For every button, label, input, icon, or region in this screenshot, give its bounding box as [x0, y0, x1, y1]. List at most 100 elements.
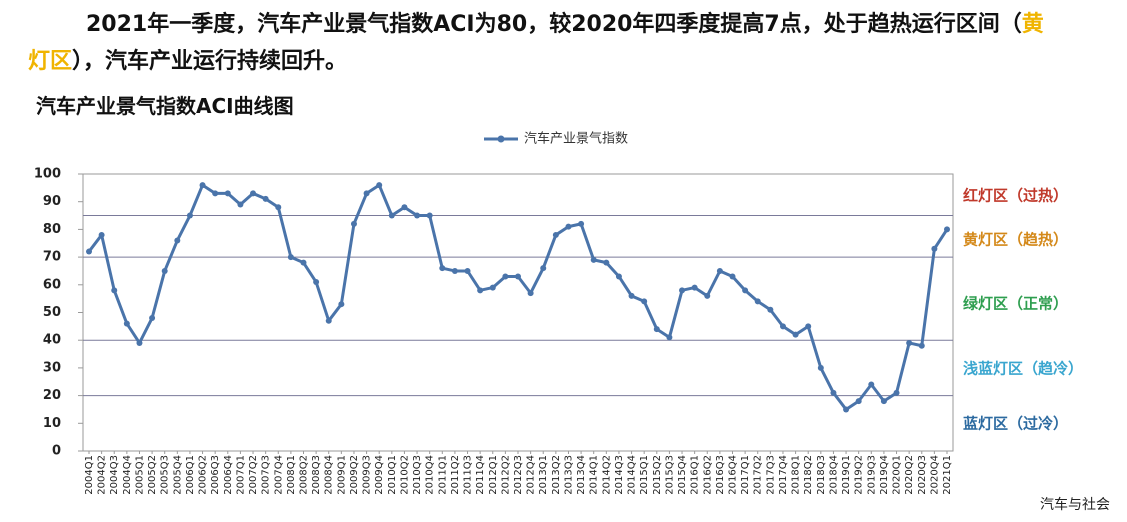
x-tick-label: 2004Q1 — [84, 455, 95, 495]
point — [262, 195, 269, 202]
x-tick-label: 2015Q2 — [652, 455, 663, 495]
x-tick-label: 2020Q1 — [892, 455, 903, 495]
y-tick-label: 0 — [52, 444, 61, 459]
x-tick-label: 2019Q1 — [841, 455, 852, 495]
point — [439, 265, 446, 272]
headline-text: 2021年一季度，汽车产业景气指数ACI为80，较2020年四季度提高7点，处于… — [86, 12, 1022, 37]
point — [590, 256, 597, 263]
x-tick-label: 2005Q4 — [172, 455, 183, 495]
x-tick-label: 2006Q1 — [185, 455, 196, 495]
x-tick-label: 2007Q1 — [235, 455, 246, 495]
point — [893, 389, 900, 396]
point — [552, 231, 559, 238]
point — [615, 273, 622, 280]
x-tick-label: 2016Q3 — [715, 455, 726, 495]
point — [742, 287, 749, 294]
x-tick-label: 2021Q1 — [942, 455, 953, 495]
point — [704, 292, 711, 299]
x-tick-label: 2016Q2 — [702, 455, 713, 495]
point — [186, 212, 193, 219]
legend-marker — [497, 135, 505, 143]
point — [666, 334, 673, 341]
x-tick-label: 2008Q2 — [299, 455, 310, 495]
x-tick-label: 2018Q2 — [803, 455, 814, 495]
point — [224, 190, 231, 197]
x-tick-label: 2007Q3 — [261, 455, 272, 495]
x-tick-label: 2016Q1 — [690, 455, 701, 495]
point — [565, 223, 572, 230]
point — [426, 212, 433, 219]
point — [313, 279, 320, 286]
x-tick-label: 2017Q4 — [778, 455, 789, 495]
point — [376, 182, 383, 189]
x-tick-label: 2019Q3 — [866, 455, 877, 495]
x-tick-label: 2015Q1 — [639, 455, 650, 495]
x-tick-label: 2019Q2 — [854, 455, 865, 495]
point — [477, 287, 484, 294]
point — [767, 306, 774, 313]
point — [603, 259, 610, 266]
x-tick-label: 2008Q3 — [311, 455, 322, 495]
x-tick-label: 2012Q4 — [526, 455, 537, 495]
x-tick-label: 2008Q1 — [286, 455, 297, 495]
point — [199, 182, 206, 189]
point — [325, 317, 332, 324]
point — [817, 364, 824, 371]
point — [300, 259, 307, 266]
x-tick-label: 2020Q2 — [904, 455, 915, 495]
x-tick-label: 2009Q2 — [349, 455, 360, 495]
point — [716, 267, 723, 274]
y-tick-label: 80 — [43, 222, 61, 237]
x-tick-label: 2010Q2 — [399, 455, 410, 495]
point — [401, 204, 408, 211]
y-tick-label: 20 — [43, 388, 61, 403]
point — [350, 220, 357, 227]
x-tick-label: 2017Q3 — [765, 455, 776, 495]
x-tick-label: 2014Q4 — [627, 455, 638, 495]
point — [628, 292, 635, 299]
point — [578, 220, 585, 227]
point — [868, 381, 875, 388]
x-tick-label: 2015Q4 — [677, 455, 688, 495]
point — [527, 290, 534, 297]
point — [944, 226, 950, 233]
point — [489, 284, 496, 291]
point — [149, 315, 156, 322]
x-tick-label: 2014Q1 — [589, 455, 600, 495]
point — [275, 204, 282, 211]
zone-label: 绿灯区（正常） — [963, 295, 1068, 313]
x-tick-label: 2018Q4 — [828, 455, 839, 495]
series-line — [87, 183, 949, 411]
x-tick-label: 2019Q4 — [879, 455, 890, 495]
point — [779, 323, 786, 330]
x-tick-label: 2011Q2 — [450, 455, 461, 495]
zone-label: 红灯区（过热） — [963, 187, 1068, 205]
point — [86, 248, 92, 255]
point — [287, 254, 294, 261]
x-tick-label: 2011Q1 — [437, 455, 448, 495]
x-tick-label: 2005Q2 — [147, 455, 158, 495]
watermark: 汽车与社会 — [1040, 496, 1110, 513]
point — [161, 267, 168, 274]
point — [918, 342, 925, 349]
x-tick-label: 2005Q1 — [134, 455, 145, 495]
x-tick-label: 2018Q1 — [791, 455, 802, 495]
x-tick-label: 2013Q3 — [563, 455, 574, 495]
point — [754, 298, 761, 305]
x-tick-label: 2013Q1 — [538, 455, 549, 495]
x-tick-label: 2014Q2 — [601, 455, 612, 495]
point — [464, 267, 471, 274]
x-tick-label: 2020Q3 — [917, 455, 928, 495]
x-tick-label: 2010Q3 — [412, 455, 423, 495]
legend-label: 汽车产业景气指数 — [524, 131, 628, 147]
x-tick-label: 2012Q3 — [513, 455, 524, 495]
point — [931, 245, 938, 252]
point — [212, 190, 219, 197]
point — [123, 320, 130, 327]
chart-title: 汽车产业景气指数ACI曲线图 — [36, 94, 294, 118]
point — [691, 284, 698, 291]
x-tick-label: 2016Q4 — [728, 455, 739, 495]
zone-label: 黄灯区（趋热） — [963, 231, 1068, 249]
point — [653, 326, 660, 333]
x-tick-label: 2010Q1 — [387, 455, 398, 495]
